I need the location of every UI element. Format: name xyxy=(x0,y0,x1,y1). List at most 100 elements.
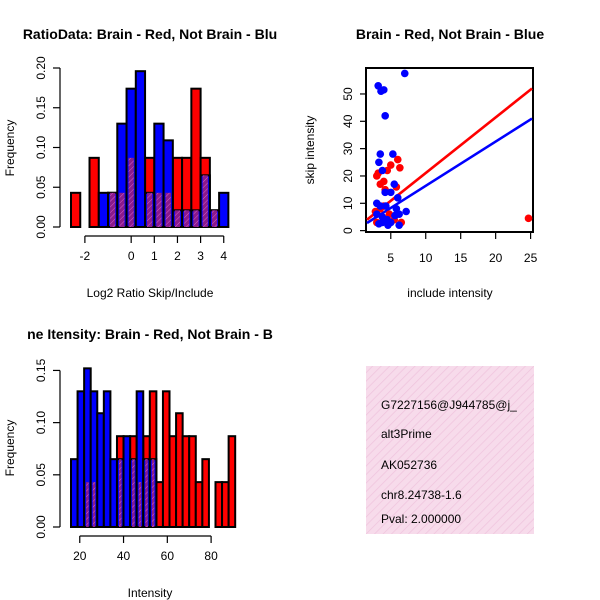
hist0-x-tick-label: 2 xyxy=(174,249,181,263)
ratio-title: RatioData: Brain - Red, Not Brain - Blu xyxy=(23,26,277,42)
hist0-brain-bar xyxy=(70,191,82,229)
hist2-overlap-bar xyxy=(132,459,135,527)
scatter-y-label: skip intensity xyxy=(303,116,317,185)
scatter-x-axis: 5 10 15 20 25 xyxy=(387,232,538,265)
hist0-x-tick-label: -2 xyxy=(80,249,91,263)
scatter-x-tick-label: 5 xyxy=(387,251,394,265)
hist2-x-tick-label: 80 xyxy=(204,549,218,563)
intensity-x-label: Intensity xyxy=(128,586,173,600)
scatter-notbrain-point xyxy=(391,211,399,220)
info-panel-background xyxy=(366,366,534,534)
hist2-x-tick-label: 20 xyxy=(73,549,87,563)
ratio-bars xyxy=(70,70,230,229)
ratio-y-axis: 0.00 0.05 0.10 0.15 0.20 xyxy=(34,56,61,239)
hist2-y-tick-label: 0.10 xyxy=(34,411,48,435)
hist0-y-tick-label: 0.10 xyxy=(34,135,48,159)
intensity-x-axis: 20 40 60 80 xyxy=(73,535,218,563)
hist0-y-tick-label: 0.00 xyxy=(34,215,48,239)
ratio-x-axis: -2 0 1 2 3 4 xyxy=(80,235,227,263)
hist0-brain-bar xyxy=(190,87,202,228)
hist0-y-tick-label: 0.15 xyxy=(34,96,48,120)
hist0-overlap-bar xyxy=(110,192,116,227)
hist0-overlap-bar xyxy=(156,192,162,227)
scatter-notbrain-point xyxy=(402,207,410,216)
scatter-y-tick-label: 10 xyxy=(341,196,355,210)
hist2-overlap-bar xyxy=(145,459,148,527)
hist0-y-tick-label: 0.05 xyxy=(34,175,48,199)
info-panel: G7227156@J944785@j_ alt3Prime AK052736 c… xyxy=(366,366,534,534)
hist0-overlap-bar xyxy=(193,210,199,227)
hist2-x-tick-label: 60 xyxy=(161,549,175,563)
hist0-x-tick-label: 0 xyxy=(128,249,135,263)
intensity-scatter: Brain - Red, Not Brain - Blue 5 10 15 20 25 … xyxy=(303,26,544,300)
hist0-overlap-bar xyxy=(119,192,125,227)
intensity-y-axis: 0.00 0.05 0.10 0.15 xyxy=(34,358,61,539)
scatter-notbrain-point xyxy=(376,150,385,158)
hist2-overlap-bar xyxy=(138,482,142,527)
info-pval: Pval: 2.000000 xyxy=(381,512,461,526)
scatter-title: Brain - Red, Not Brain - Blue xyxy=(356,26,544,42)
scatter-y-tick-label: 50 xyxy=(341,87,355,101)
info-line-type: alt3Prime xyxy=(381,427,432,441)
hist2-overlap-bar xyxy=(118,459,122,527)
hist0-notbrain-bar xyxy=(134,70,147,229)
hist0-notbrain-bar xyxy=(97,191,110,229)
scatter-notbrain-point xyxy=(395,221,403,229)
info-line-id: G7227156@J944785@j_ xyxy=(381,398,517,412)
hist0-overlap-bar xyxy=(184,210,190,227)
scatter-notbrain-point xyxy=(379,86,388,94)
intensity-bars xyxy=(70,367,237,529)
scatter-notbrain-point xyxy=(390,180,399,188)
scatter-x-tick-label: 10 xyxy=(419,251,433,265)
scatter-x-tick-label: 20 xyxy=(489,251,503,265)
ratio-x-label: Log2 Ratio Skip/Include xyxy=(87,286,214,300)
scatter-y-tick-label: 30 xyxy=(341,142,355,156)
intensity-title: ne Itensity: Brain - Red, Not Brain - B xyxy=(27,326,273,342)
scatter-y-axis: 0 10 20 30 40 50 xyxy=(341,87,367,234)
scatter-brain-point xyxy=(379,177,388,186)
scatter-notbrain-fit-line xyxy=(366,117,533,225)
hist0-brain-bar xyxy=(88,156,100,229)
ratio-histogram: RatioData: Brain - Red, Not Brain - Blu … xyxy=(3,26,277,300)
hist2-y-tick-label: 0.00 xyxy=(34,515,48,539)
intensity-histogram: ne Itensity: Brain - Red, Not Brain - B … xyxy=(3,326,273,600)
ratio-y-label: Frequency xyxy=(3,120,17,177)
hist2-brain-bar xyxy=(201,458,210,528)
hist2-y-tick-label: 0.05 xyxy=(34,463,48,487)
hist2-overlap-bar xyxy=(86,482,89,527)
hist0-overlap-bar xyxy=(128,157,134,227)
hist2-brain-bar xyxy=(227,435,237,529)
scatter-x-tick-label: 15 xyxy=(454,251,468,265)
hist2-overlap-bar xyxy=(92,482,96,527)
hist0-x-tick-label: 4 xyxy=(220,249,227,263)
hist0-notbrain-bar xyxy=(218,191,230,229)
scatter-notbrain-point xyxy=(382,202,390,210)
scatter-points xyxy=(371,69,533,229)
scatter-x-label: include intensity xyxy=(407,286,492,300)
scatter-x-tick-label: 25 xyxy=(524,251,538,265)
hist0-overlap-bar xyxy=(202,175,208,227)
scatter-notbrain-point xyxy=(389,150,397,158)
hist0-overlap-bar xyxy=(147,192,153,227)
scatter-brain-point xyxy=(393,155,402,164)
scatter-notbrain-point xyxy=(378,218,387,227)
info-line-accession: AK052736 xyxy=(381,458,437,472)
hist0-x-tick-label: 1 xyxy=(151,249,158,263)
hist0-y-tick-label: 0.20 xyxy=(34,56,48,80)
scatter-notbrain-point xyxy=(381,112,389,120)
scatter-y-tick-label: 20 xyxy=(341,169,355,183)
scatter-notbrain-point xyxy=(378,166,387,175)
scatter-y-tick-label: 0 xyxy=(341,227,355,234)
scatter-y-tick-label: 40 xyxy=(341,114,355,128)
hist0-overlap-bar xyxy=(211,210,218,227)
scatter-plot-box xyxy=(365,67,534,233)
scatter-notbrain-point xyxy=(393,194,402,202)
scatter-notbrain-point xyxy=(376,202,385,210)
scatter-brain-point xyxy=(524,214,533,223)
scatter-notbrain-point xyxy=(386,188,395,197)
scatter-brain-point xyxy=(386,161,395,169)
scatter-notbrain-point xyxy=(375,158,383,167)
info-line-location: chr8.24738-1.6 xyxy=(381,488,462,502)
hist2-y-tick-label: 0.15 xyxy=(34,358,48,382)
